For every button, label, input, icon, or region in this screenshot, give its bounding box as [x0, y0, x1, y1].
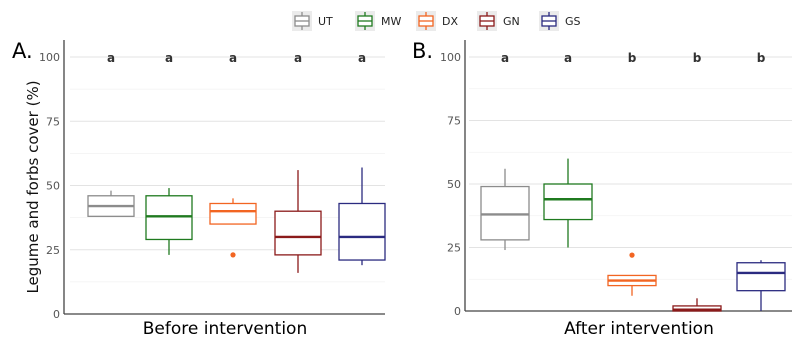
- legend-key-ut: [292, 11, 312, 31]
- y-tick-label: 50: [447, 178, 461, 191]
- iqr-box: [338, 202, 386, 261]
- significance-letter-gn: b: [693, 51, 702, 65]
- significance-letter-ut: a: [501, 51, 509, 65]
- significance-letter-dx: a: [229, 51, 237, 65]
- box-gn: [672, 298, 722, 312]
- legend-label-gs: GS: [565, 15, 581, 28]
- x-axis-title: Before intervention: [143, 319, 307, 339]
- y-tick-label: 25: [46, 244, 60, 257]
- y-axis-title: Legume and forbs cover (%): [24, 80, 42, 293]
- panel-b: 0 25 50 75 100 a a b b b B. After intervention: [412, 39, 792, 339]
- significance-letter-ut: a: [107, 51, 115, 65]
- y-tick-label: 0: [454, 305, 461, 318]
- iqr-box: [672, 305, 722, 312]
- significance-letter-dx: b: [628, 51, 637, 65]
- box-ut: [480, 168, 530, 251]
- y-tick-label: 75: [46, 115, 60, 128]
- significance-letter-mw: a: [564, 51, 572, 65]
- legend-label-mw: MW: [381, 15, 401, 28]
- significance-letter-gs: b: [757, 51, 766, 65]
- box-gs: [338, 167, 386, 266]
- significance-letter-mw: a: [165, 51, 173, 65]
- outlier-point: [230, 252, 236, 258]
- iqr-box: [145, 195, 193, 241]
- iqr-box: [480, 185, 530, 241]
- legend-key-mw: [355, 11, 375, 31]
- box-gs: [736, 260, 786, 311]
- y-tick-label: 75: [447, 115, 461, 128]
- box-ut: [87, 190, 135, 217]
- legend-label-gn: GN: [503, 15, 520, 28]
- panel-label: A.: [12, 39, 33, 63]
- legend-label-dx: DX: [442, 15, 458, 28]
- legend-key-gs: [539, 11, 559, 31]
- legend: UT MW DX GN GS: [292, 11, 581, 31]
- x-axis-title: After intervention: [564, 319, 714, 339]
- plot-area: [70, 40, 385, 314]
- legend-key-dx: [416, 11, 436, 31]
- box-gn: [274, 170, 322, 273]
- box-mw: [543, 158, 593, 248]
- legend-label-ut: UT: [318, 15, 333, 28]
- y-tick-label: 100: [440, 51, 461, 64]
- iqr-box: [543, 183, 593, 221]
- y-tick-label: 25: [447, 242, 461, 255]
- outlier-point: [629, 252, 635, 258]
- significance-letter-gn: a: [294, 51, 302, 65]
- y-tick-label: 50: [46, 180, 60, 193]
- y-tick-label: 0: [53, 308, 60, 321]
- box-dx: [607, 252, 657, 296]
- iqr-box: [209, 202, 257, 225]
- y-tick-label: 100: [39, 51, 60, 64]
- box-dx: [209, 198, 257, 258]
- panel-a: 0 25 50 75 100 a a a a a A. Before intervention Legu…: [12, 39, 386, 339]
- panel-label: B.: [412, 39, 433, 63]
- iqr-box: [274, 210, 322, 256]
- iqr-box: [736, 262, 786, 292]
- significance-letter-gs: a: [358, 51, 366, 65]
- box-mw: [145, 188, 193, 255]
- legend-key-gn: [477, 11, 497, 31]
